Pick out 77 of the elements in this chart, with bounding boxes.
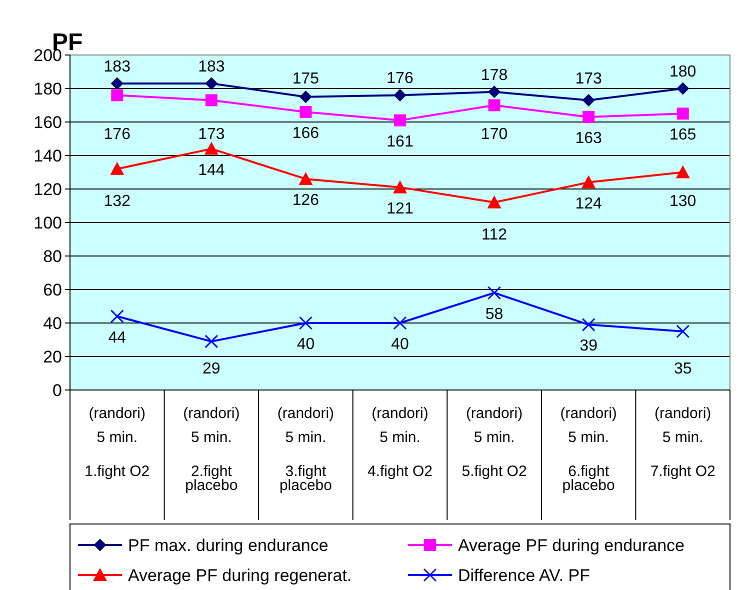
point [110,162,124,175]
point [299,90,312,104]
legend-label: Average PF during regenerat. [128,566,352,585]
x-tick-label: (randori) 5 min. 2.fight placebo [183,405,240,494]
point [205,94,218,106]
point [488,86,501,98]
point [111,89,124,102]
point [204,334,218,348]
point [393,316,407,330]
data-label: 178 [480,66,508,84]
point [110,77,124,90]
data-label: 163 [575,130,602,147]
data-label: 130 [670,193,696,210]
data-label: 183 [104,58,131,76]
point [394,88,406,102]
y-tick-label: 60 [43,280,62,300]
y-tick-label: 140 [34,146,62,166]
data-label: 124 [575,195,602,212]
y-tick-label: 100 [34,214,62,232]
x-tick-label: (randori) 5 min. 3.fight placebo [277,405,334,494]
legend-label: Difference AV. PF [458,566,590,585]
data-label: 180 [670,64,696,80]
y-tick-label: 160 [34,113,62,132]
y-tick-label: 80 [43,247,62,266]
data-label: 161 [386,133,414,150]
data-label: 40 [391,336,409,353]
point [676,324,690,338]
data-label: 58 [485,306,504,323]
x-tick-label: (randori) 5 min. 1.fight O2 [84,405,150,480]
data-label: 40 [296,336,315,353]
data-label: 173 [575,70,602,88]
point [394,114,406,126]
data-label: 121 [386,200,414,218]
point [298,172,313,185]
data-label: 39 [580,338,598,355]
point [582,110,595,123]
point [204,142,218,155]
point [582,94,595,106]
data-label: 170 [480,126,508,143]
y-tick-label: 120 [34,180,62,199]
point [488,99,500,112]
data-label: 183 [198,58,225,76]
point [582,318,596,332]
data-label: 44 [108,329,126,346]
point [110,310,124,324]
y-tick-label: 0 [52,381,62,400]
legend-label: PF max. during endurance [128,536,328,555]
point [300,106,312,118]
data-label: 165 [670,126,696,144]
legend-label: Average PF during endurance [458,536,685,555]
data-label: 29 [202,360,220,378]
point [676,108,689,120]
x-tick-label: (randori) 5 min. 5.fight O2 [462,405,527,480]
x-tick-label: (randori) 5 min. 7.fight O2 [650,405,716,480]
x-tick-label: (randori) 5 min. 4.fight O2 [367,405,433,480]
point [298,316,312,330]
point [205,77,218,90]
data-label: 112 [482,226,508,244]
data-label: 176 [386,70,414,88]
y-tick-label: 20 [43,348,62,366]
y-tick-label: 180 [34,80,62,98]
data-label: 132 [104,193,131,210]
data-label: 166 [292,124,320,142]
point [393,180,407,194]
data-label: 126 [292,192,320,209]
x-tick-label: (randori) 5 min. 6.fight placebo [560,405,617,494]
data-label: 175 [292,70,320,88]
point [582,175,596,188]
data-label: 173 [198,126,225,143]
point [487,195,502,208]
data-label: 144 [198,162,225,179]
y-tick-label: 40 [43,314,62,333]
point [676,82,690,95]
point [488,286,502,300]
data-label: 35 [674,360,692,378]
data-label: 176 [104,126,131,143]
point [676,165,690,178]
